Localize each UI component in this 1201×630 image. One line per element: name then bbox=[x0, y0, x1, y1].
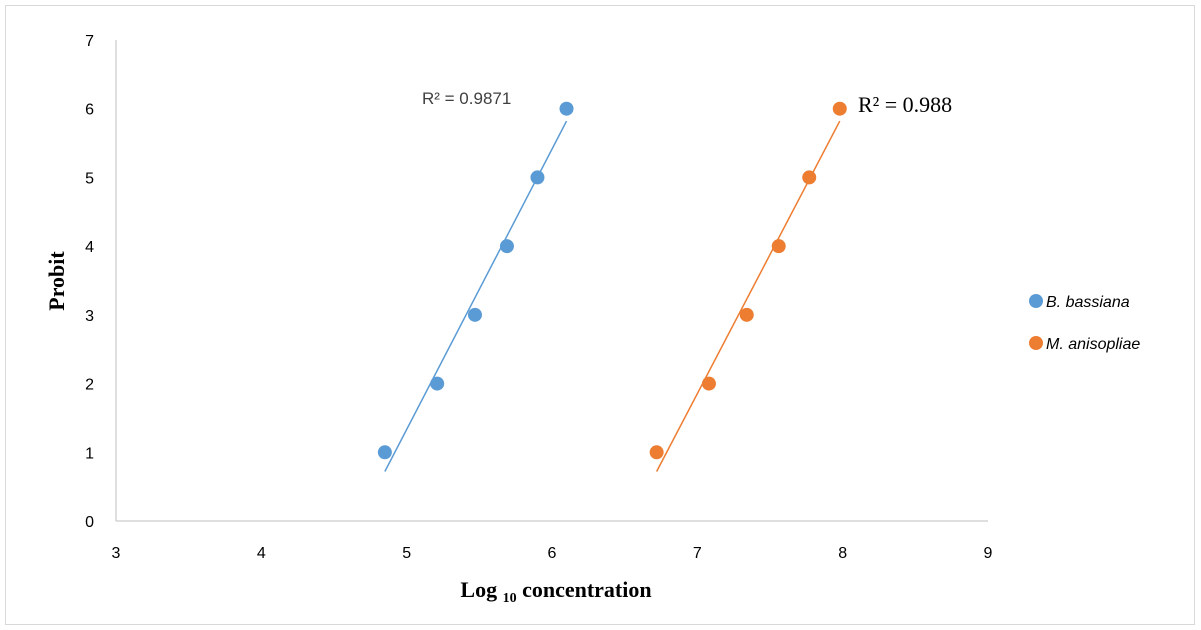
data-point-m-anisopliae bbox=[832, 101, 847, 116]
data-point-b-bassiana bbox=[499, 239, 514, 254]
y-tick-label: 5 bbox=[85, 170, 94, 187]
x-tick-label: 3 bbox=[112, 545, 121, 562]
legend-marker-m-anisopliae bbox=[1029, 336, 1043, 350]
data-point-m-anisopliae bbox=[701, 376, 716, 391]
x-tick-label: 5 bbox=[402, 545, 411, 562]
y-tick-label: 6 bbox=[85, 102, 94, 119]
data-points bbox=[377, 101, 847, 460]
data-point-m-anisopliae bbox=[739, 307, 754, 322]
chart-frame: 3 4 5 6 7 8 9 0 1 2 3 4 5 6 7 R² = 0.9871 R² = 0.988 L… bbox=[5, 5, 1195, 625]
x-axis-title-tail: concentration bbox=[522, 577, 652, 602]
axes bbox=[115, 40, 988, 522]
x-tick-label: 9 bbox=[984, 545, 993, 562]
data-point-m-anisopliae bbox=[771, 239, 786, 254]
r-squared-label-b-bassiana: R² = 0.9871 bbox=[422, 89, 511, 108]
r-squared-label-m-anisopliae: R² = 0.988 bbox=[858, 92, 952, 117]
x-axis-title: Log 10 concentration bbox=[460, 577, 651, 607]
probit-scatter-chart: 3 4 5 6 7 8 9 0 1 2 3 4 5 6 7 R² = 0.9871 R² = 0.988 L… bbox=[44, 33, 1140, 607]
legend-label-b-bassiana: B. bassiana bbox=[1046, 294, 1130, 311]
x-axis-title-subscript: 10 bbox=[503, 591, 517, 606]
r-squared-labels: R² = 0.9871 R² = 0.988 bbox=[422, 89, 952, 117]
x-tick-label: 4 bbox=[257, 545, 266, 562]
x-tick-label: 6 bbox=[548, 545, 557, 562]
data-point-b-bassiana bbox=[377, 445, 392, 460]
legend-label-m-anisopliae: M. anisopliae bbox=[1046, 336, 1140, 353]
legend-marker-b-bassiana bbox=[1029, 294, 1043, 308]
data-point-m-anisopliae bbox=[649, 445, 664, 460]
y-tick-label: 0 bbox=[85, 514, 94, 531]
y-tick-label: 4 bbox=[85, 239, 94, 256]
data-point-b-bassiana bbox=[467, 307, 482, 322]
data-point-b-bassiana bbox=[559, 101, 574, 116]
y-tick-label: 2 bbox=[85, 377, 94, 394]
x-axis-title-main: Log bbox=[460, 577, 497, 602]
x-tick-label: 8 bbox=[838, 545, 847, 562]
trendlines bbox=[384, 120, 841, 472]
x-tick-label: 7 bbox=[693, 545, 702, 562]
y-tick-label: 3 bbox=[85, 308, 94, 325]
data-point-m-anisopliae bbox=[802, 170, 817, 185]
data-point-b-bassiana bbox=[530, 170, 545, 185]
x-tick-labels: 3 4 5 6 7 8 9 bbox=[112, 545, 993, 562]
y-axis-title: Probit bbox=[44, 251, 69, 311]
y-tick-labels: 0 1 2 3 4 5 6 7 bbox=[85, 33, 94, 531]
legend: B. bassiana M. anisopliae bbox=[1029, 294, 1140, 353]
y-tick-label: 1 bbox=[85, 445, 94, 462]
data-point-b-bassiana bbox=[430, 376, 445, 391]
y-tick-label: 7 bbox=[85, 33, 94, 50]
